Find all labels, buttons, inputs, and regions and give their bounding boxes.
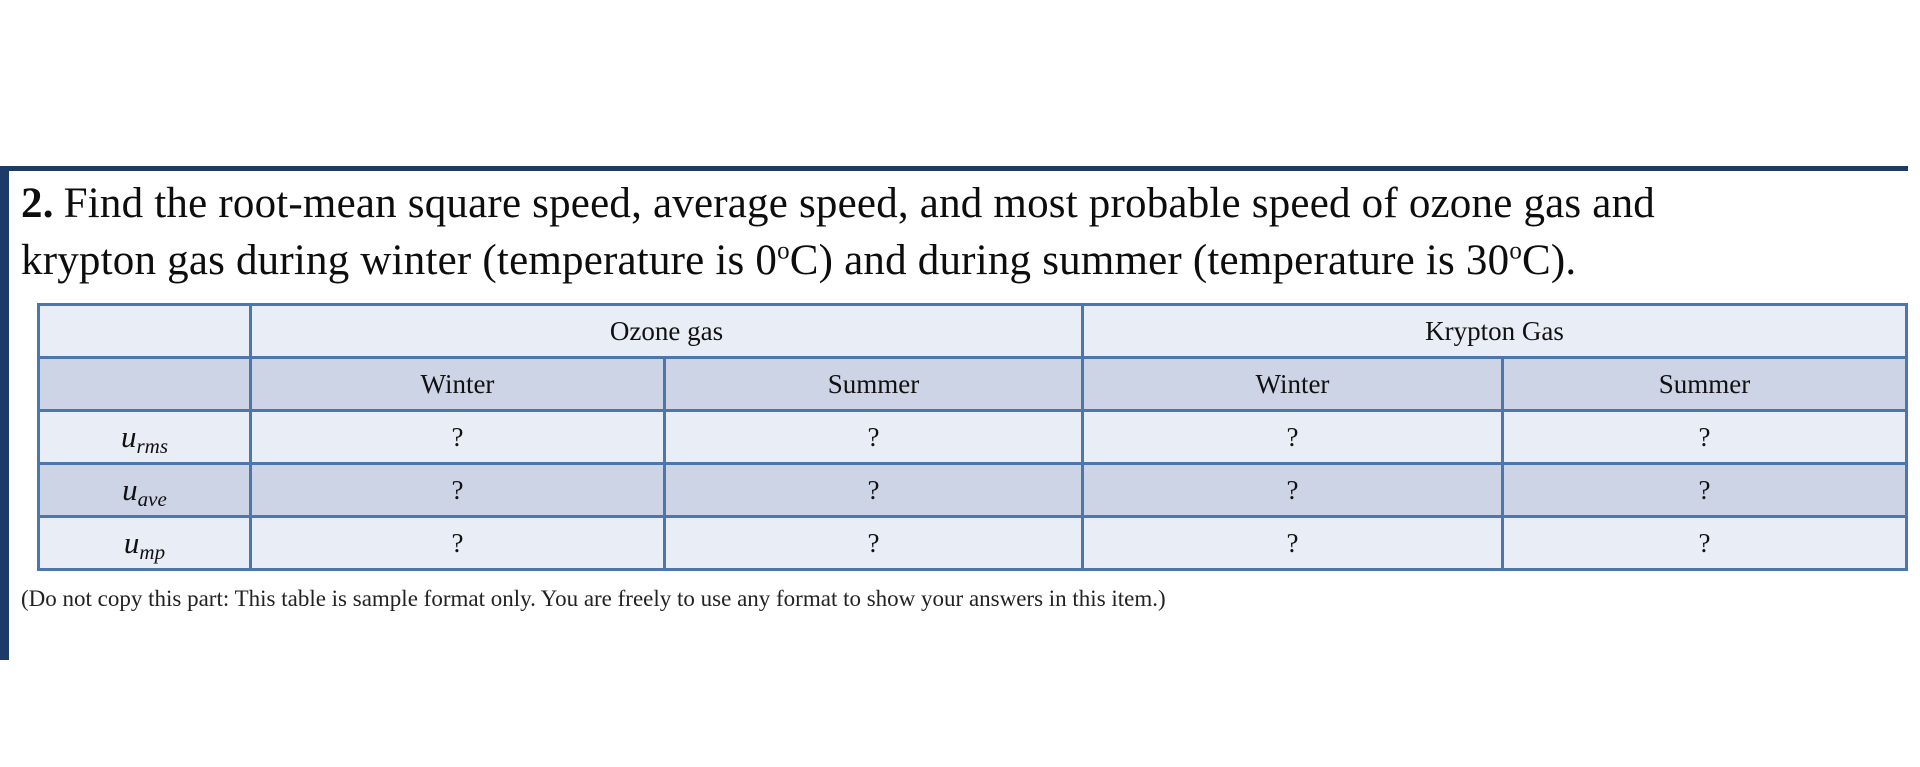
krypton-gas-header: Krypton Gas [1080,303,1909,359]
question-number: 2. [21,180,54,227]
table-row-uave: uave ? ? ? ? [37,462,1909,518]
table-row-gas-headers: Ozone gas Krypton Gas [37,303,1909,359]
question-line-2: krypton gas during winter (temperature i… [21,236,1577,284]
uave-row-label: uave [37,462,252,518]
urms-row-label: urms [37,409,252,465]
corner-cell [37,303,252,359]
urms-krypton-winter-cell: ? [1081,409,1504,465]
ump-krypton-winter-cell: ? [1081,515,1504,571]
urms-krypton-summer-cell: ? [1500,409,1909,465]
ump-krypton-summer-cell: ? [1500,515,1909,571]
uave-krypton-winter-cell: ? [1081,462,1504,518]
top-horizontal-rule [0,166,1908,171]
degree-superscript: o [1509,237,1522,265]
krypton-summer-header: Summer [1500,356,1909,412]
ozone-gas-header: Ozone gas [249,303,1084,359]
krypton-winter-header: Winter [1081,356,1504,412]
question-line-1: 2. Find the root-mean square speed, avera… [21,180,1655,227]
question-text: 2. Find the root-mean square speed, avera… [21,176,1871,290]
ozone-winter-header: Winter [249,356,666,412]
table-row-ump: ump ? ? ? ? [37,515,1909,571]
urms-ozone-winter-cell: ? [249,409,666,465]
uave-ozone-winter-cell: ? [249,462,666,518]
answer-sample-table: Ozone gas Krypton Gas Winter Summer Wint… [37,303,1909,571]
ump-ozone-summer-cell: ? [663,515,1084,571]
uave-krypton-summer-cell: ? [1500,462,1909,518]
urms-ozone-summer-cell: ? [663,409,1084,465]
ump-ozone-winter-cell: ? [249,515,666,571]
table-row-urms: urms ? ? ? ? [37,409,1909,465]
ozone-summer-header: Summer [663,356,1084,412]
left-vertical-rule [0,166,9,660]
ump-row-label: ump [37,515,252,571]
table-row-season-headers: Winter Summer Winter Summer [37,356,1909,412]
do-not-copy-note: (Do not copy this part: This table is sa… [21,586,1166,611]
corner-cell-2 [37,356,252,412]
uave-ozone-summer-cell: ? [663,462,1084,518]
degree-superscript: o [777,237,790,265]
